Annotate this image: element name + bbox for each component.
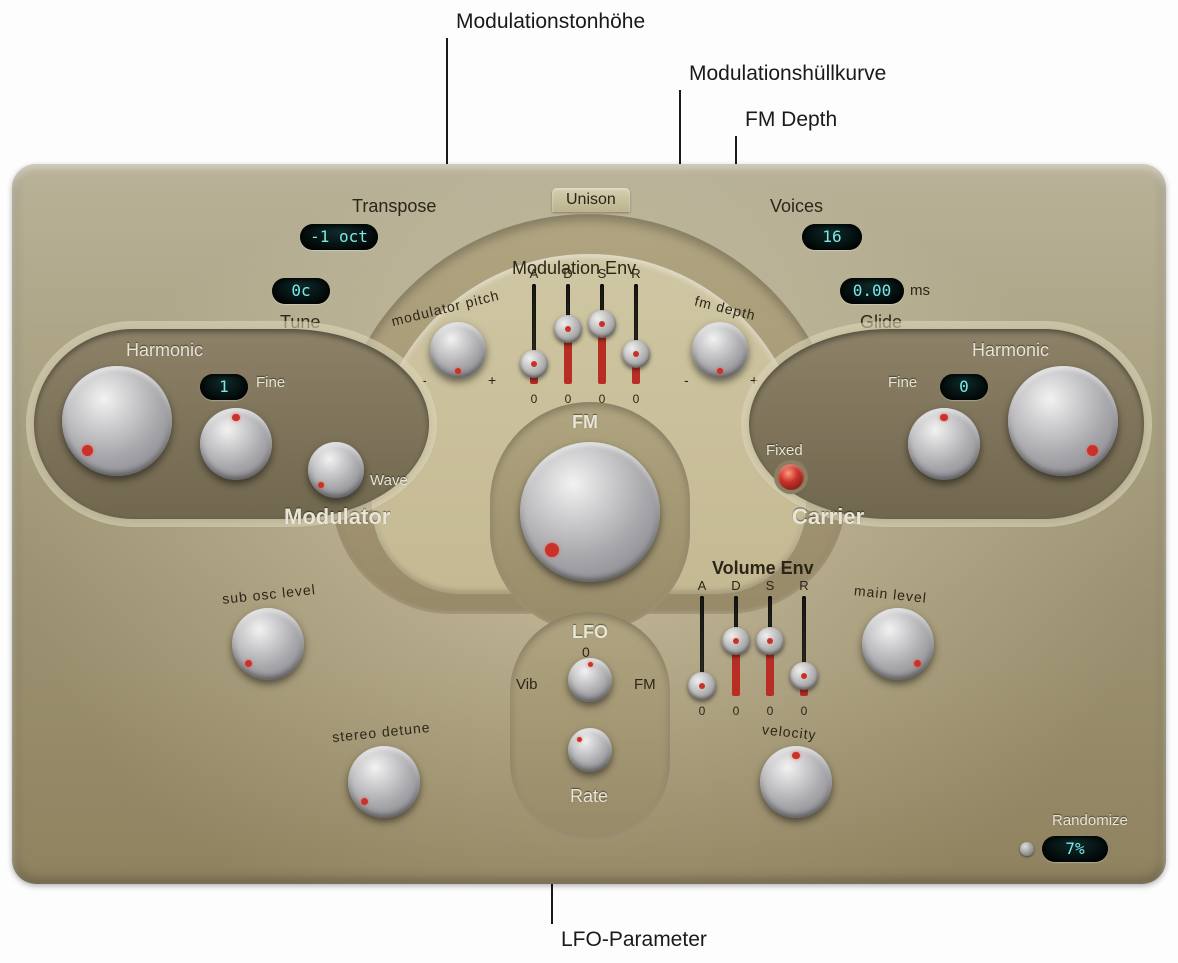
modulator-title: Modulator: [284, 504, 390, 530]
slider-label-a: A: [692, 578, 712, 593]
mod-fine-knob[interactable]: [200, 408, 272, 480]
vol-env-r-slider[interactable]: R 0: [794, 596, 814, 716]
car-fine-label: Fine: [888, 374, 917, 391]
slider-label-a: A: [524, 266, 544, 281]
slider-zero: 0: [626, 392, 646, 406]
lfo-rate-knob[interactable]: [568, 728, 612, 772]
stereo-detune-label: stereo detune: [331, 719, 431, 745]
car-harmonic-knob[interactable]: [1008, 366, 1118, 476]
car-fine-knob[interactable]: [908, 408, 980, 480]
fm-label: FM: [572, 412, 598, 433]
vol-env-s-slider[interactable]: S 0: [760, 596, 780, 716]
vol-env-sliders: A 0 D 0 S 0 R 0: [692, 596, 814, 716]
randomize-value[interactable]: 7%: [1042, 836, 1108, 862]
mod-harmonic-value[interactable]: 1: [200, 374, 248, 400]
synth-panel: Unison Transpose -1 oct 0c Tune Voices 1…: [12, 164, 1166, 884]
mod-env-s-slider[interactable]: S 0: [592, 284, 612, 404]
volume-env-label: Volume Env: [712, 558, 814, 579]
vol-env-a-slider[interactable]: A 0: [692, 596, 712, 716]
minus-mark: -: [684, 372, 689, 388]
callout-fm-depth: FM Depth: [745, 108, 837, 132]
slider-label-s: S: [760, 578, 780, 593]
slider-zero: 0: [726, 704, 746, 718]
randomize-label: Randomize: [1052, 812, 1128, 829]
mod-wave-knob[interactable]: [308, 442, 364, 498]
mod-env-d-slider[interactable]: D 0: [558, 284, 578, 404]
voices-value[interactable]: 16: [802, 224, 862, 250]
lfo-label: LFO: [572, 622, 608, 643]
glide-unit: ms: [910, 282, 930, 299]
fm-depth-knob[interactable]: [692, 322, 748, 378]
slider-zero: 0: [524, 392, 544, 406]
plus-mark: +: [750, 372, 758, 388]
slider-label-d: D: [558, 266, 578, 281]
carrier-title: Carrier: [792, 504, 864, 530]
voices-label: Voices: [770, 196, 823, 217]
mod-harmonic-label: Harmonic: [126, 340, 203, 361]
callout-lfo: LFO-Parameter: [561, 928, 707, 952]
car-harmonic-value[interactable]: 0: [940, 374, 988, 400]
velocity-label: velocity: [761, 721, 817, 743]
lfo-fm-label: FM: [634, 676, 656, 693]
mod-harmonic-knob[interactable]: [62, 366, 172, 476]
sub-osc-label: sub osc level: [221, 581, 316, 607]
tune-value[interactable]: 0c: [272, 278, 330, 304]
unison-tab[interactable]: Unison: [552, 188, 630, 212]
slider-zero: 0: [794, 704, 814, 718]
fm-knob[interactable]: [520, 442, 660, 582]
car-harmonic-label: Harmonic: [972, 340, 1049, 361]
callout-mod-pitch: Modulationstonhöhe: [456, 10, 645, 34]
lfo-rate-label: Rate: [570, 786, 608, 807]
sub-osc-knob[interactable]: [232, 608, 304, 680]
car-fixed-led[interactable]: [778, 464, 804, 490]
main-level-knob[interactable]: [862, 608, 934, 680]
callout-mod-env: Modulationshüllkurve: [689, 62, 886, 86]
main-level-label: main level: [853, 582, 927, 606]
car-fixed-label: Fixed: [766, 442, 803, 459]
glide-value[interactable]: 0.00: [840, 278, 904, 304]
mod-fine-label: Fine: [256, 374, 285, 391]
slider-label-s: S: [592, 266, 612, 281]
slider-zero: 0: [692, 704, 712, 718]
randomize-button[interactable]: [1020, 842, 1034, 856]
transpose-label: Transpose: [352, 196, 436, 217]
lfo-vib-label: Vib: [516, 676, 537, 693]
modulator-pitch-knob[interactable]: [430, 322, 486, 378]
lfo-pod: [510, 612, 670, 842]
slider-zero: 0: [760, 704, 780, 718]
vol-env-d-slider[interactable]: D 0: [726, 596, 746, 716]
velocity-knob[interactable]: [760, 746, 832, 818]
lfo-amount-knob[interactable]: [568, 658, 612, 702]
minus-mark: -: [422, 372, 427, 388]
stereo-detune-knob[interactable]: [348, 746, 420, 818]
mod-env-r-slider[interactable]: R 0: [626, 284, 646, 404]
slider-label-r: R: [794, 578, 814, 593]
mod-wave-label: Wave: [370, 472, 408, 489]
mod-env-sliders: A 0 D 0 S 0 R 0: [524, 284, 646, 404]
slider-label-r: R: [626, 266, 646, 281]
mod-env-a-slider[interactable]: A 0: [524, 284, 544, 404]
slider-label-d: D: [726, 578, 746, 593]
plus-mark: +: [488, 372, 496, 388]
transpose-value[interactable]: -1 oct: [300, 224, 378, 250]
